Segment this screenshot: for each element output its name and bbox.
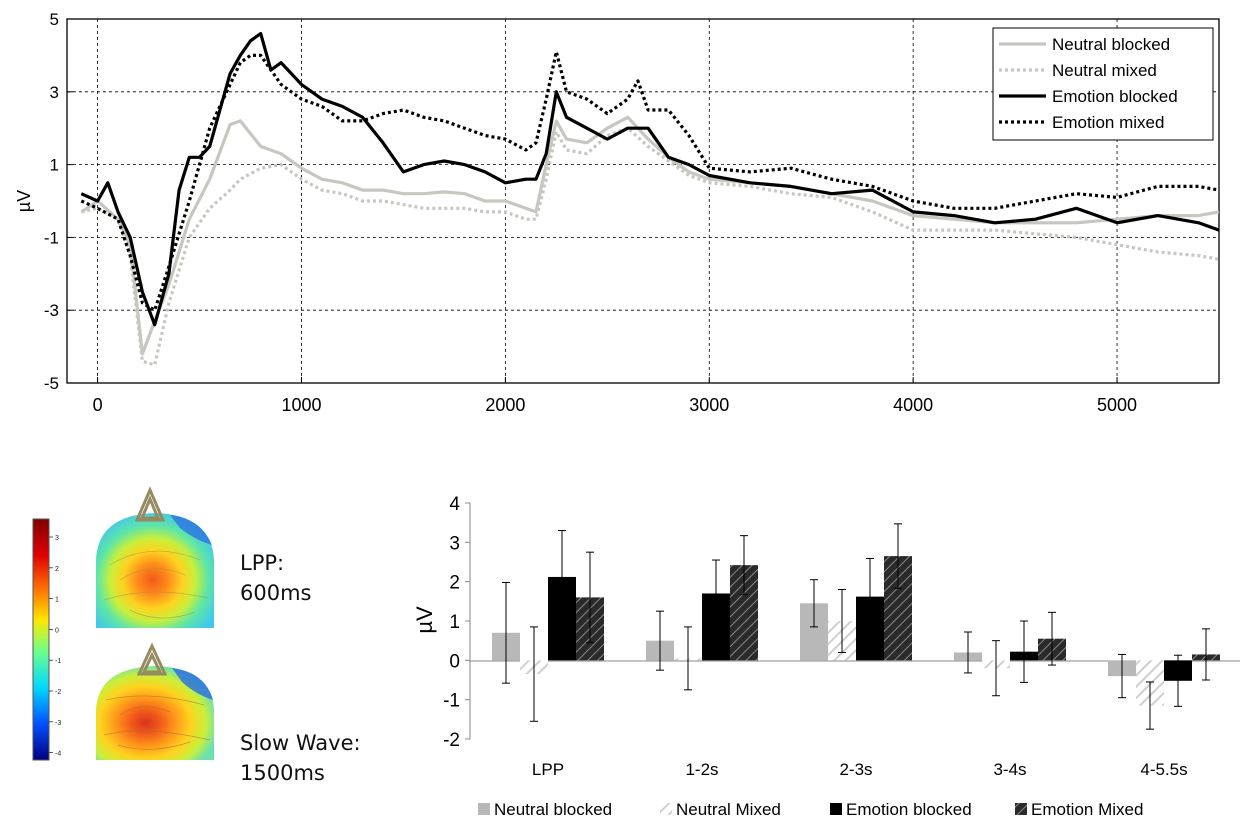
line-series-emotion-blocked	[80, 31, 1219, 327]
line-y-tick-label: 3	[50, 83, 59, 102]
line-series-neutral-mixed	[80, 126, 1219, 367]
line-y-tick-label: -3	[44, 301, 59, 320]
color-scale-tick-label: -3	[55, 720, 61, 727]
nose-icon	[134, 486, 166, 522]
color-scale-tick-label: 3	[55, 535, 59, 542]
line-legend: Neutral blocked Neutral mixed Emotion bloc…	[992, 27, 1214, 141]
line-legend-label: Neutral blocked	[1052, 35, 1170, 54]
line-series-neutral-blocked	[80, 115, 1219, 356]
color-scale-bar	[32, 518, 50, 761]
line-legend-label: Emotion blocked	[1052, 87, 1178, 106]
color-scale-tick-label: -1	[55, 658, 61, 665]
line-series-group	[80, 31, 1219, 367]
bar-y-tick-label: 1	[449, 612, 460, 633]
line-legend-label: Neutral mixed	[1052, 61, 1157, 80]
bar-y-tick-label: -2	[443, 730, 460, 751]
line-y-tick-label: 5	[50, 10, 59, 29]
line-ticks: 0 1000 2000 3000 4000 5000 5 3 1 -1 -3 -5	[44, 10, 1137, 415]
line-y-tick-label: 1	[50, 156, 59, 175]
topomap-contours-slow-wave	[103, 695, 211, 750]
topomap-lpp	[96, 486, 214, 628]
bar-category-label: 1-2s	[685, 760, 718, 779]
color-scale-tick-label: 0	[55, 627, 59, 634]
color-scale-tick-label: 1	[55, 597, 59, 604]
bar-categories: LPP 1-2s 2-3s 3-4s 4-5.5s	[532, 760, 1188, 779]
topomap-label-slow-wave-line2: 1500ms	[240, 761, 325, 785]
topomap-slow-wave	[96, 642, 214, 760]
bar-legend-label: Neutral blocked	[494, 800, 612, 819]
line-y-axis-label: µV	[14, 190, 34, 212]
line-x-tick-label: 5000	[1097, 395, 1137, 415]
bar-category-label: LPP	[532, 760, 564, 779]
bar-legend-swatch	[478, 803, 490, 815]
color-scale-tick-label: -4	[55, 751, 61, 758]
bar-y-tick-label: 0	[449, 651, 460, 672]
color-scale-tick-label: 2	[55, 566, 59, 573]
color-scale: 3 2 1 0 -1 -2 -3 -4	[32, 518, 61, 761]
color-scale-ticks: 3 2 1 0 -1 -2 -3 -4	[49, 535, 61, 758]
bar-legend: Neutral blocked Neutral Mixed Emotion bloc…	[478, 800, 1143, 819]
line-y-tick-label: -1	[44, 228, 59, 247]
line-y-tick-label: -5	[44, 374, 59, 393]
bar-legend-label: Neutral Mixed	[676, 800, 781, 819]
bar-chart: 4 3 2 1 0 -1 -2 LPP 1-2s 2-3s 3-4s 4-5.5s µV Neutr…	[412, 494, 1240, 819]
topomap-label-lpp: LPP: 600ms	[240, 548, 311, 608]
bar-y-tick-label: -1	[443, 691, 460, 712]
bar-y-tick-label: 2	[449, 573, 460, 594]
topomap-label-slow-wave: Slow Wave: 1500ms	[240, 728, 361, 788]
color-scale-tick-label: -2	[55, 689, 61, 696]
topomap-blue-spot-lpp	[170, 515, 212, 545]
line-x-tick-label: 1000	[281, 395, 321, 415]
bar-category-label: 2-3s	[839, 760, 872, 779]
line-series-emotion-mixed	[80, 50, 1219, 312]
bar-legend-swatch	[830, 803, 842, 815]
topomap-label-lpp-line2: 600ms	[240, 581, 312, 605]
topomap-label-slow-wave-line1: Slow Wave:	[240, 731, 361, 755]
line-chart: 0 1000 2000 3000 4000 5000 5 3 1 -1 -3 -5 µV Neutra…	[14, 10, 1220, 415]
line-legend-label: Emotion mixed	[1052, 113, 1164, 132]
topomap-label-lpp-line1: LPP:	[240, 551, 285, 575]
nose-icon	[136, 642, 168, 676]
topomap-blue-spot-slow-wave	[172, 668, 213, 700]
line-legend-items: Neutral blocked Neutral mixed Emotion bloc…	[999, 35, 1178, 132]
bar-y-axis-label: µV	[412, 606, 437, 634]
line-x-tick-label: 4000	[893, 395, 933, 415]
head-shape-slow-wave	[96, 666, 214, 760]
line-x-tick-label: 0	[93, 395, 103, 415]
bar-category-label: 3-4s	[993, 760, 1026, 779]
bar-category-label: 4-5.5s	[1140, 760, 1187, 779]
line-x-tick-label: 3000	[689, 395, 729, 415]
bar-legend-label: Emotion Mixed	[1031, 800, 1143, 819]
bar-legend-swatch	[1015, 803, 1027, 815]
bar-ticks: 4 3 2 1 0 -1 -2	[443, 494, 470, 751]
bar-legend-label: Emotion blocked	[846, 800, 972, 819]
bar-y-tick-label: 3	[449, 533, 460, 554]
topomap-contours-lpp	[103, 550, 209, 619]
head-shape-lpp	[96, 513, 214, 628]
line-x-tick-label: 2000	[485, 395, 525, 415]
bar-bars	[492, 523, 1220, 730]
bar-legend-swatch	[660, 803, 672, 815]
bar-y-tick-label: 4	[449, 494, 460, 515]
